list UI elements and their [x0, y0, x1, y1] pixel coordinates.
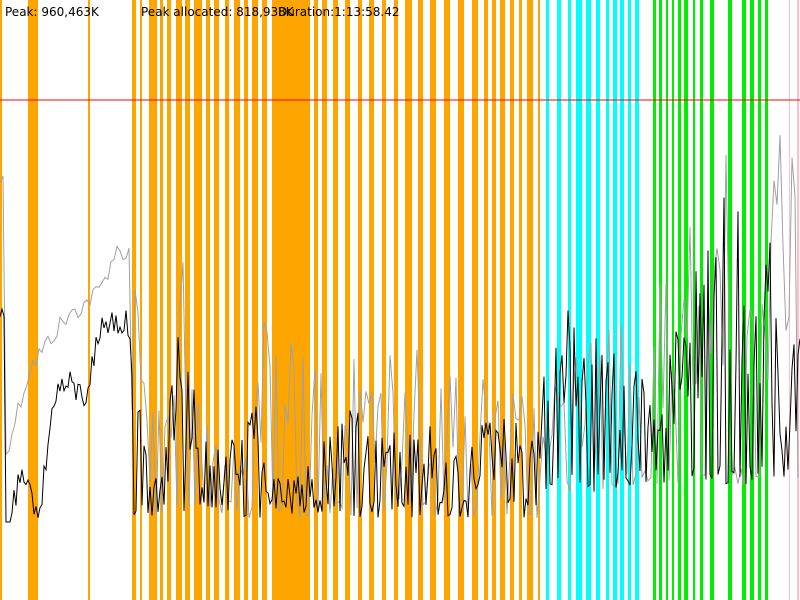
orange-phase-band — [538, 0, 540, 600]
green-phase-band — [742, 0, 746, 600]
orange-phase-band — [345, 0, 350, 600]
orange-phase-band — [140, 0, 142, 600]
series-layer — [0, 135, 800, 523]
green-phase-band — [666, 0, 668, 600]
green-phase-band — [750, 0, 754, 600]
orange-phase-band — [28, 0, 38, 600]
green-phase-band — [693, 0, 695, 600]
orange-phase-band — [405, 0, 412, 600]
green-phase-band — [653, 0, 656, 600]
orange-phase-band — [519, 0, 522, 600]
cyan-phase-band — [557, 0, 561, 600]
black-series-line — [0, 197, 800, 523]
green-phase-band — [700, 0, 703, 600]
orange-phase-band — [322, 0, 327, 600]
orange-phase-band — [500, 0, 505, 600]
orange-phase-band — [510, 0, 514, 600]
green-phase-band — [728, 0, 732, 600]
orange-phase-band — [444, 0, 450, 600]
cyan-phase-band — [596, 0, 600, 600]
orange-phase-band — [430, 0, 436, 600]
orange-phase-band — [358, 0, 362, 600]
green-phase-band — [684, 0, 688, 600]
green-phase-band — [765, 0, 768, 600]
green-phase-band — [710, 0, 714, 600]
peak-allocated-text: Peak allocated: 818,938K — [141, 5, 295, 19]
cyan-phase-band — [635, 0, 639, 600]
orange-phase-band — [369, 0, 374, 600]
orange-phase-band — [0, 0, 2, 600]
orange-phase-band — [185, 0, 190, 600]
orange-phase-band — [394, 0, 398, 600]
orange-phase-band — [132, 0, 136, 600]
orange-phase-band — [234, 0, 240, 600]
orange-phase-band — [149, 0, 157, 600]
green-phase-band — [672, 0, 674, 600]
peak-text: Peak: 960,463K — [5, 5, 100, 19]
green-phase-band — [758, 0, 761, 600]
cyan-phase-band — [568, 0, 571, 600]
orange-phase-band — [244, 0, 248, 600]
grey-series-line — [0, 135, 799, 519]
green-phase-band — [678, 0, 681, 600]
cyan-phase-band — [586, 0, 591, 600]
orange-phase-band — [214, 0, 219, 600]
orange-phase-band — [418, 0, 423, 600]
orange-phase-band — [194, 0, 202, 600]
cyan-phase-band — [613, 0, 617, 600]
pink-phase-band — [797, 0, 799, 600]
orange-phase-band — [492, 0, 496, 600]
orange-phase-band — [472, 0, 478, 600]
orange-phase-band — [225, 0, 229, 600]
orange-phase-band — [527, 0, 533, 600]
cyan-phase-band — [606, 0, 609, 600]
cyan-phase-band — [546, 0, 549, 600]
orange-phase-band — [314, 0, 318, 600]
orange-phase-band — [160, 0, 163, 600]
orange-phase-band — [484, 0, 488, 600]
orange-phase-band — [458, 0, 464, 600]
orange-phase-band — [252, 0, 258, 600]
cyan-phase-band — [576, 0, 582, 600]
orange-phase-band — [176, 0, 182, 600]
cyan-phase-band — [628, 0, 631, 600]
orange-phase-band — [333, 0, 338, 600]
orange-phase-band — [382, 0, 386, 600]
orange-phase-band — [262, 0, 267, 600]
orange-phase-band — [206, 0, 210, 600]
duration-text: Duration:1:13:58.42 — [278, 5, 400, 19]
cyan-phase-band — [620, 0, 624, 600]
orange-phase-band — [167, 0, 171, 600]
orange-phase-band — [88, 0, 90, 600]
